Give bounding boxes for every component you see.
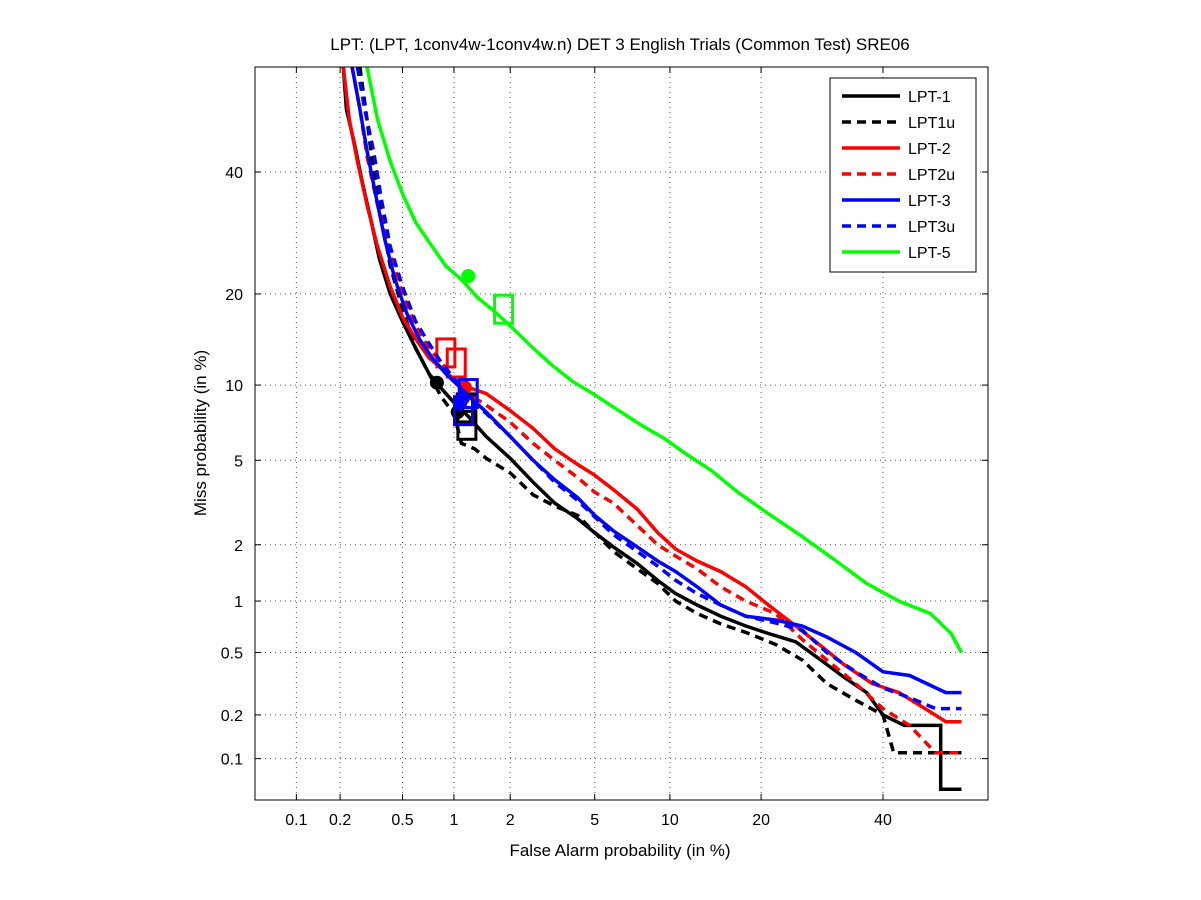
- series-group: [341, 67, 964, 792]
- min-dcf-marker-lpt-5: [461, 269, 476, 284]
- legend-label-lpt2u: LPT2u: [908, 167, 955, 184]
- legend-label-lpt3u: LPT3u: [908, 219, 955, 236]
- y-tick-label: 1: [234, 594, 243, 611]
- x-tick-label: 2: [506, 812, 515, 829]
- x-tick-label: 5: [590, 812, 599, 829]
- x-axis-label: False Alarm probability (in %): [509, 841, 730, 860]
- x-tick-label: 10: [661, 812, 679, 829]
- y-axis-label: Miss probability (in %): [191, 350, 210, 516]
- x-axis: 0.1 0.2 0.5 1 2 5 10 20 40: [285, 67, 892, 829]
- x-tick-label: 1: [449, 812, 458, 829]
- series-line-lpt-3: [350, 67, 962, 695]
- series-line-lpt-5: [365, 67, 964, 654]
- legend-label-lpt-2: LPT-2: [908, 141, 951, 158]
- x-tick-label: 20: [752, 812, 770, 829]
- y-tick-label: 5: [234, 453, 243, 470]
- series-line-lpt3u: [355, 67, 962, 711]
- x-tick-label: 40: [874, 812, 892, 829]
- grid: [255, 67, 988, 800]
- legend-box: [829, 77, 977, 273]
- y-tick-label: 0.1: [221, 752, 243, 769]
- series-line-lpt-2: [341, 67, 962, 724]
- series-line-lpt2u: [350, 67, 962, 755]
- plot-frame: [254, 66, 989, 801]
- legend-label-lpt-5: LPT-5: [908, 245, 951, 262]
- y-tick-label: 0.2: [221, 708, 243, 725]
- y-tick-label: 0.5: [221, 646, 243, 663]
- y-tick-label: 20: [225, 287, 243, 304]
- series-layer: [341, 67, 964, 792]
- x-tick-label: 0.5: [391, 812, 413, 829]
- y-tick-label: 10: [225, 378, 243, 395]
- x-tick-label: 0.2: [329, 812, 351, 829]
- legend: LPT-1 LPT1u LPT-2 LPT2u LPT-3 LPT3u LPT-5: [829, 77, 977, 273]
- x-tick-label: 0.1: [285, 812, 307, 829]
- chart-title: LPT: (LPT, 1conv4w-1conv4w.n) DET 3 Engl…: [330, 35, 910, 54]
- actual-dcf-marker-lpt-5: [493, 293, 515, 325]
- legend-label-lpt-3: LPT-3: [908, 193, 951, 210]
- actual-dcf-marker-lpt3u: [452, 395, 474, 427]
- legend-label-lpt1u: LPT1u: [908, 115, 955, 132]
- actual-dcf-marker-lpt-3: [457, 378, 479, 410]
- actual-dcf-marker-lpt2u: [445, 347, 467, 379]
- y-tick-label: 40: [225, 165, 243, 182]
- legend-label-lpt-1: LPT-1: [908, 89, 951, 106]
- y-tick-label: 2: [234, 538, 243, 555]
- y-axis: 0.1 0.2 0.5 1 2 5 10 20 40: [221, 165, 988, 769]
